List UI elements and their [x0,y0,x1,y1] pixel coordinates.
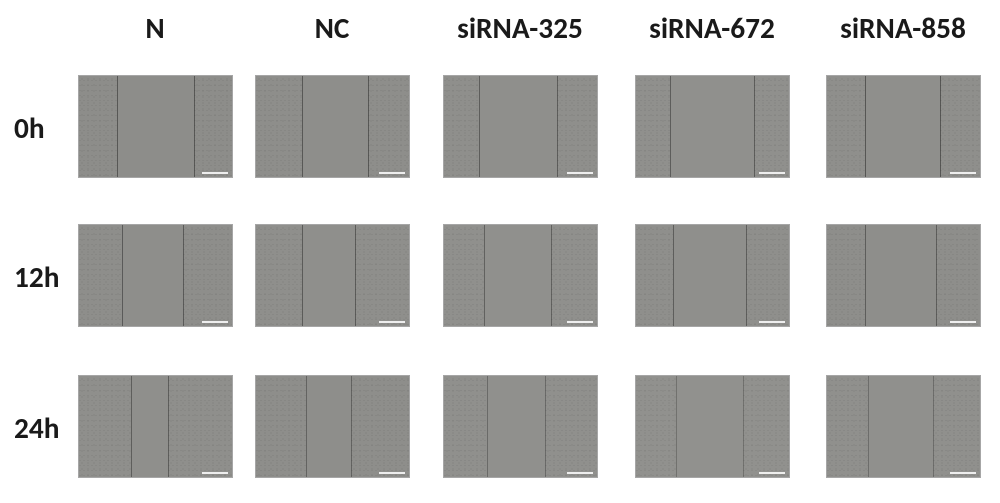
scale-bar [950,472,976,474]
scale-bar [567,172,593,174]
scale-bar [202,321,228,323]
scratch-edge-right [545,376,546,477]
cell-region-right [551,225,597,326]
scratch-edge-left [676,376,677,477]
cell-region-left [827,225,865,326]
scratch-edge-right [168,376,169,477]
scratch-edge-left [670,76,671,177]
scratch-edge-right [743,376,744,477]
col-header-sirna325: siRNA-325 [457,10,583,46]
scratch-edge-right [551,225,552,326]
cell-region-right [351,376,409,477]
scratch-assay-figure: N NC siRNA-325 siRNA-672 siRNA-858 0h 12… [0,0,1000,503]
panel-r1-c4 [826,224,981,327]
scratch-edge-right [940,76,941,177]
panel-r0-c0 [78,75,233,178]
scale-bar [379,172,405,174]
cell-region-left [444,225,484,326]
cell-region-left [636,225,673,326]
scratch-edge-right [355,225,356,326]
scale-bar [950,172,976,174]
scale-bar [379,472,405,474]
panel-r2-c4 [826,375,981,478]
scratch-edge-left [868,376,869,477]
cell-region-left [79,376,131,477]
cell-region-left [444,76,479,177]
cell-region-right [168,376,232,477]
col-header-n: N [145,10,164,46]
cell-region-right [746,225,789,326]
scale-bar [759,472,785,474]
cell-region-right [355,225,409,326]
scale-bar [567,321,593,323]
cell-region-left [444,376,487,477]
scale-bar [379,321,405,323]
scale-bar [202,172,228,174]
scratch-edge-right [754,76,755,177]
col-header-sirna858: siRNA-858 [840,10,966,46]
scratch-edge-right [933,376,934,477]
scratch-edge-left [865,225,866,326]
cell-region-left [256,225,302,326]
scratch-edge-left [117,76,118,177]
panel-r0-c1 [255,75,410,178]
scratch-edge-left [479,76,480,177]
scale-bar [567,472,593,474]
cell-region-right [743,376,789,477]
cell-region-left [256,76,302,177]
panel-r0-c2 [443,75,598,178]
cell-region-right [557,76,597,177]
scratch-edge-left [487,376,488,477]
cell-region-right [183,225,232,326]
scratch-edge-left [131,376,132,477]
scratch-edge-right [194,76,195,177]
cell-region-left [636,76,670,177]
cell-region-right [936,225,980,326]
cell-region-left [79,225,122,326]
cell-region-right [545,376,597,477]
scratch-edge-left [306,376,307,477]
scratch-edge-right [557,76,558,177]
row-header-24h: 24h [14,410,59,446]
scratch-edge-left [302,225,303,326]
scratch-edge-left [302,76,303,177]
cell-region-right [368,76,409,177]
cell-region-right [933,376,980,477]
row-header-12h: 12h [14,259,59,295]
cell-region-left [827,76,865,177]
panel-r1-c2 [443,224,598,327]
panel-r1-c3 [635,224,790,327]
panel-r2-c0 [78,375,233,478]
cell-region-right [940,76,980,177]
cell-region-left [827,376,868,477]
cell-region-right [194,76,232,177]
scale-bar [202,472,228,474]
panel-r2-c1 [255,375,410,478]
panel-r0-c4 [826,75,981,178]
scratch-edge-right [746,225,747,326]
panel-r1-c1 [255,224,410,327]
panel-r2-c2 [443,375,598,478]
scratch-edge-right [183,225,184,326]
scratch-edge-right [368,76,369,177]
row-header-0h: 0h [14,110,45,146]
cell-region-left [256,376,306,477]
cell-region-right [754,76,789,177]
scratch-edge-left [122,225,123,326]
scratch-edge-left [484,225,485,326]
scale-bar [759,172,785,174]
scale-bar [759,321,785,323]
col-header-sirna672: siRNA-672 [649,10,775,46]
scratch-edge-left [865,76,866,177]
col-header-nc: NC [315,10,350,46]
scratch-edge-left [673,225,674,326]
scratch-edge-right [351,376,352,477]
panel-r1-c0 [78,224,233,327]
scratch-edge-right [936,225,937,326]
panel-r0-c3 [635,75,790,178]
scale-bar [950,321,976,323]
cell-region-left [79,76,117,177]
panel-r2-c3 [635,375,790,478]
cell-region-left [636,376,676,477]
